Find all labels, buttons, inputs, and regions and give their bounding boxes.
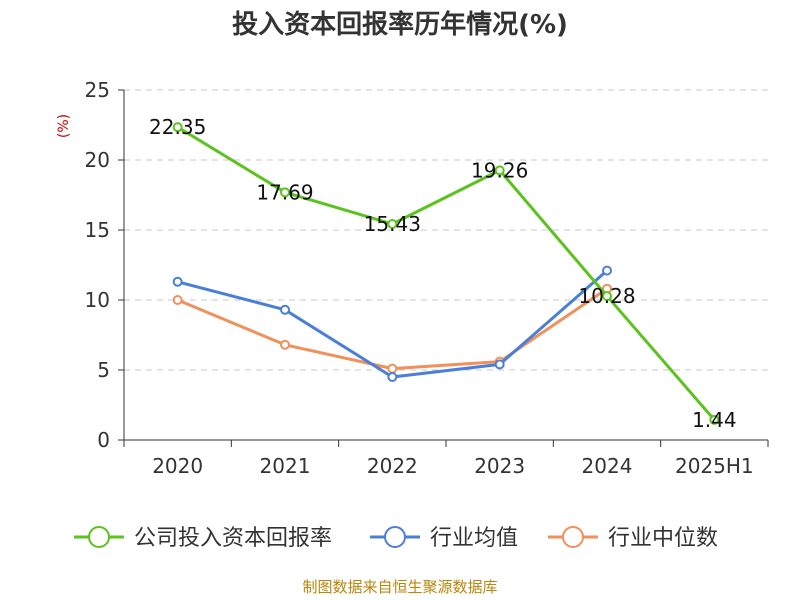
x-tick-label: 2025H1 <box>675 454 754 478</box>
x-tick-label: 2022 <box>367 454 418 478</box>
data-label: 22.35 <box>149 115 206 139</box>
data-point <box>172 295 183 305</box>
data-label: 17.69 <box>256 180 313 204</box>
y-axis-label: (%) <box>56 114 72 138</box>
data-point <box>172 122 183 133</box>
legend-label: 行业中位数 <box>608 526 718 551</box>
chart-title: 投入资本回报率历年情况(%) <box>232 9 568 40</box>
data-point <box>280 304 290 315</box>
data-point <box>172 276 183 287</box>
data-point <box>387 218 398 229</box>
legend: 公司投入资本回报率 行业均值 行业中位数 <box>74 526 718 551</box>
data-point <box>387 372 398 382</box>
legend-item: 行业中位数 <box>548 526 718 551</box>
series-line <box>177 269 608 379</box>
data-point <box>387 363 398 374</box>
data-labels: 22.35 17.69 15.43 19.26 10.28 1.44 <box>149 115 737 432</box>
y-tick-label: 0 <box>97 428 110 452</box>
y-tick-label: 5 <box>97 358 110 382</box>
x-tick-label: 2021 <box>260 454 311 478</box>
data-point <box>494 359 505 370</box>
legend-item: 公司投入资本回报率 <box>74 526 332 551</box>
data-point <box>494 165 505 176</box>
legend-label: 公司投入资本回报率 <box>134 526 332 551</box>
y-tick-label: 20 <box>85 148 110 172</box>
data-point <box>280 339 290 350</box>
data-point <box>709 414 720 425</box>
legend-item: 行业均值 <box>370 526 518 551</box>
series-line <box>176 125 716 421</box>
legend-label: 行业均值 <box>430 526 518 551</box>
data-label: 1.44 <box>692 408 737 432</box>
y-tick-label: 15 <box>85 218 110 242</box>
x-tick-label: 2023 <box>474 454 525 478</box>
data-point <box>602 265 612 276</box>
legend-swatch-marker <box>384 526 406 548</box>
y-tick-label: 25 <box>85 78 110 102</box>
data-label: 15.43 <box>364 212 421 236</box>
data-point <box>280 187 290 198</box>
data-label: 19.26 <box>471 158 528 182</box>
y-tick-label: 10 <box>85 288 110 312</box>
x-tick-label: 2020 <box>152 454 203 478</box>
data-label: 10.28 <box>578 284 635 308</box>
legend-swatch-marker <box>562 526 584 548</box>
source-note: 制图数据来自恒生聚源数据库 <box>302 578 497 596</box>
grid <box>124 89 768 371</box>
x-tick-label: 2024 <box>582 454 633 478</box>
axes: 0 5 10 15 20 25 2020 2021 2022 2023 2024 2025H1 <box>85 78 769 478</box>
series-layer <box>172 122 720 425</box>
data-point <box>602 291 612 302</box>
legend-swatch-marker <box>88 526 110 548</box>
